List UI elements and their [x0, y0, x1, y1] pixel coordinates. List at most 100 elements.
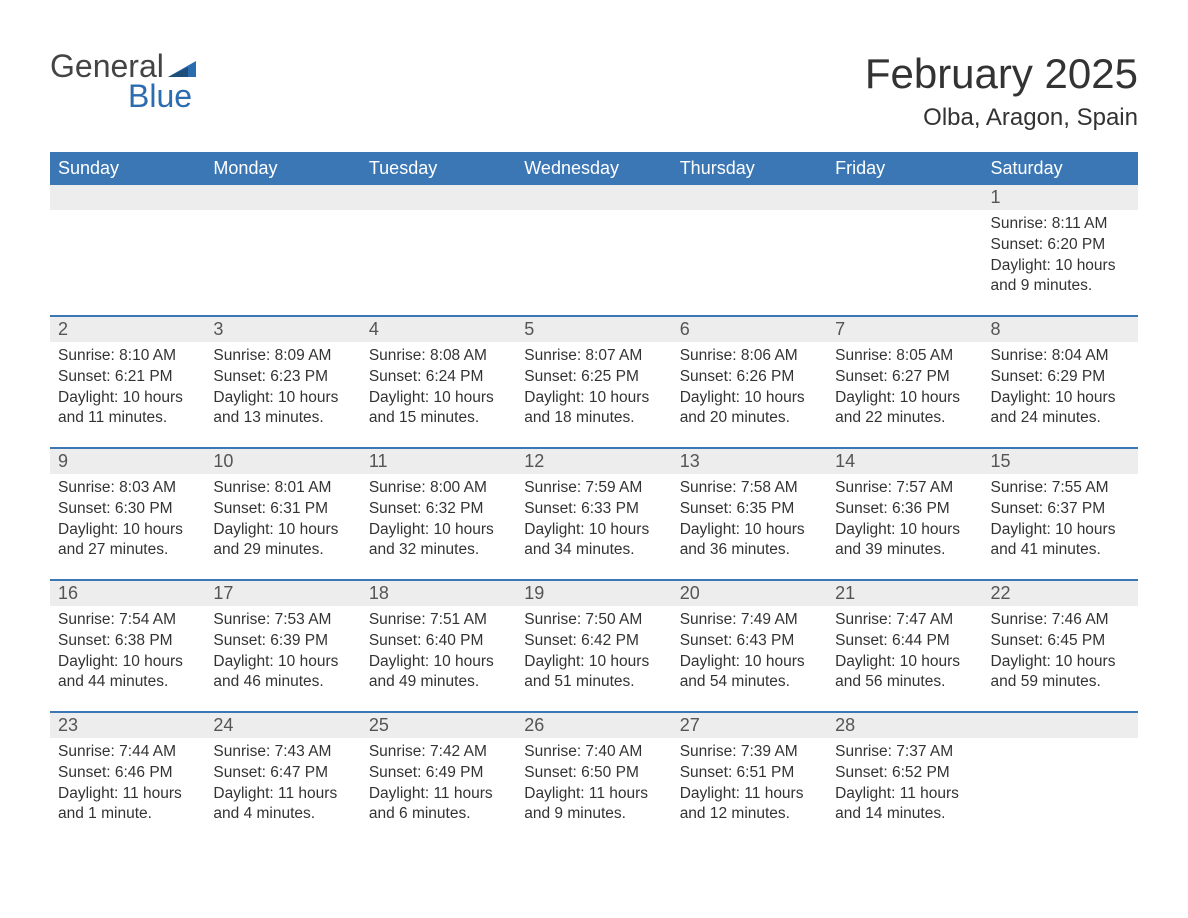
day-number: 23 — [50, 713, 205, 738]
calendar-day-cell: 8Sunrise: 8:04 AMSunset: 6:29 PMDaylight… — [983, 317, 1138, 447]
calendar-day-cell: 12Sunrise: 7:59 AMSunset: 6:33 PMDayligh… — [516, 449, 671, 579]
sunset-line: Sunset: 6:32 PM — [369, 499, 508, 519]
day-number: 19 — [516, 581, 671, 606]
calendar-day-cell: 21Sunrise: 7:47 AMSunset: 6:44 PMDayligh… — [827, 581, 982, 711]
calendar-day-cell: 19Sunrise: 7:50 AMSunset: 6:42 PMDayligh… — [516, 581, 671, 711]
calendar-week: 1Sunrise: 8:11 AMSunset: 6:20 PMDaylight… — [50, 185, 1138, 315]
sunset-line: Sunset: 6:50 PM — [524, 763, 663, 783]
daylight-line: Daylight: 10 hours and 22 minutes. — [835, 388, 974, 428]
day-number: 7 — [827, 317, 982, 342]
sunset-line: Sunset: 6:27 PM — [835, 367, 974, 387]
day-body: Sunrise: 7:49 AMSunset: 6:43 PMDaylight:… — [672, 606, 827, 698]
sunset-line: Sunset: 6:40 PM — [369, 631, 508, 651]
location-text: Olba, Aragon, Spain — [865, 104, 1138, 132]
daylight-line: Daylight: 10 hours and 27 minutes. — [58, 520, 197, 560]
day-body: Sunrise: 8:07 AMSunset: 6:25 PMDaylight:… — [516, 342, 671, 434]
daylight-line: Daylight: 10 hours and 20 minutes. — [680, 388, 819, 428]
sunset-line: Sunset: 6:51 PM — [680, 763, 819, 783]
sunrise-line: Sunrise: 7:39 AM — [680, 742, 819, 762]
calendar-day-cell: 4Sunrise: 8:08 AMSunset: 6:24 PMDaylight… — [361, 317, 516, 447]
day-body: Sunrise: 7:42 AMSunset: 6:49 PMDaylight:… — [361, 738, 516, 830]
sunrise-line: Sunrise: 7:42 AM — [369, 742, 508, 762]
sunrise-line: Sunrise: 7:50 AM — [524, 610, 663, 630]
day-body: Sunrise: 7:37 AMSunset: 6:52 PMDaylight:… — [827, 738, 982, 830]
calendar-day-cell: 24Sunrise: 7:43 AMSunset: 6:47 PMDayligh… — [205, 713, 360, 843]
calendar-day-cell: 23Sunrise: 7:44 AMSunset: 6:46 PMDayligh… — [50, 713, 205, 843]
calendar-day-cell: 26Sunrise: 7:40 AMSunset: 6:50 PMDayligh… — [516, 713, 671, 843]
daylight-line: Daylight: 10 hours and 9 minutes. — [991, 256, 1130, 296]
day-body: Sunrise: 8:05 AMSunset: 6:27 PMDaylight:… — [827, 342, 982, 434]
day-number: 20 — [672, 581, 827, 606]
day-body: Sunrise: 7:59 AMSunset: 6:33 PMDaylight:… — [516, 474, 671, 566]
day-number: 1 — [983, 185, 1138, 210]
day-number: 2 — [50, 317, 205, 342]
daylight-line: Daylight: 10 hours and 11 minutes. — [58, 388, 197, 428]
calendar-day-cell — [50, 185, 205, 315]
calendar-day-cell — [827, 185, 982, 315]
sunset-line: Sunset: 6:43 PM — [680, 631, 819, 651]
weekday-header: Wednesday — [516, 152, 671, 185]
sunrise-line: Sunrise: 7:46 AM — [991, 610, 1130, 630]
calendar-day-cell — [672, 185, 827, 315]
calendar-day-cell — [361, 185, 516, 315]
daylight-line: Daylight: 10 hours and 15 minutes. — [369, 388, 508, 428]
day-number: 12 — [516, 449, 671, 474]
flag-icon — [168, 50, 196, 70]
day-number: 25 — [361, 713, 516, 738]
day-number: 16 — [50, 581, 205, 606]
sunset-line: Sunset: 6:38 PM — [58, 631, 197, 651]
daylight-line: Daylight: 11 hours and 4 minutes. — [213, 784, 352, 824]
sunrise-line: Sunrise: 8:00 AM — [369, 478, 508, 498]
weekday-header-row: SundayMondayTuesdayWednesdayThursdayFrid… — [50, 152, 1138, 185]
sunrise-line: Sunrise: 8:09 AM — [213, 346, 352, 366]
daylight-line: Daylight: 10 hours and 51 minutes. — [524, 652, 663, 692]
sunrise-line: Sunrise: 7:59 AM — [524, 478, 663, 498]
sunset-line: Sunset: 6:20 PM — [991, 235, 1130, 255]
calendar-day-cell: 14Sunrise: 7:57 AMSunset: 6:36 PMDayligh… — [827, 449, 982, 579]
daylight-line: Daylight: 10 hours and 44 minutes. — [58, 652, 197, 692]
day-number: 3 — [205, 317, 360, 342]
sunrise-line: Sunrise: 7:37 AM — [835, 742, 974, 762]
calendar-week: 9Sunrise: 8:03 AMSunset: 6:30 PMDaylight… — [50, 449, 1138, 579]
calendar-day-cell — [516, 185, 671, 315]
day-number: 10 — [205, 449, 360, 474]
day-body: Sunrise: 8:09 AMSunset: 6:23 PMDaylight:… — [205, 342, 360, 434]
sunset-line: Sunset: 6:33 PM — [524, 499, 663, 519]
day-number-empty — [827, 185, 982, 210]
calendar-table: SundayMondayTuesdayWednesdayThursdayFrid… — [50, 152, 1138, 843]
day-body: Sunrise: 7:50 AMSunset: 6:42 PMDaylight:… — [516, 606, 671, 698]
daylight-line: Daylight: 10 hours and 18 minutes. — [524, 388, 663, 428]
daylight-line: Daylight: 10 hours and 56 minutes. — [835, 652, 974, 692]
sunset-line: Sunset: 6:21 PM — [58, 367, 197, 387]
day-number: 15 — [983, 449, 1138, 474]
sunrise-line: Sunrise: 8:01 AM — [213, 478, 352, 498]
sunset-line: Sunset: 6:45 PM — [991, 631, 1130, 651]
day-body: Sunrise: 7:44 AMSunset: 6:46 PMDaylight:… — [50, 738, 205, 830]
calendar-day-cell: 13Sunrise: 7:58 AMSunset: 6:35 PMDayligh… — [672, 449, 827, 579]
daylight-line: Daylight: 10 hours and 39 minutes. — [835, 520, 974, 560]
sunset-line: Sunset: 6:44 PM — [835, 631, 974, 651]
day-number: 8 — [983, 317, 1138, 342]
day-body: Sunrise: 7:47 AMSunset: 6:44 PMDaylight:… — [827, 606, 982, 698]
sunrise-line: Sunrise: 8:05 AM — [835, 346, 974, 366]
daylight-line: Daylight: 11 hours and 12 minutes. — [680, 784, 819, 824]
weekday-header: Saturday — [983, 152, 1138, 185]
daylight-line: Daylight: 10 hours and 41 minutes. — [991, 520, 1130, 560]
day-body: Sunrise: 8:04 AMSunset: 6:29 PMDaylight:… — [983, 342, 1138, 434]
day-number: 28 — [827, 713, 982, 738]
calendar-week: 16Sunrise: 7:54 AMSunset: 6:38 PMDayligh… — [50, 581, 1138, 711]
sunrise-line: Sunrise: 8:08 AM — [369, 346, 508, 366]
calendar-head: SundayMondayTuesdayWednesdayThursdayFrid… — [50, 152, 1138, 185]
calendar-day-cell: 2Sunrise: 8:10 AMSunset: 6:21 PMDaylight… — [50, 317, 205, 447]
sunrise-line: Sunrise: 7:57 AM — [835, 478, 974, 498]
calendar-day-cell: 18Sunrise: 7:51 AMSunset: 6:40 PMDayligh… — [361, 581, 516, 711]
day-number: 11 — [361, 449, 516, 474]
daylight-line: Daylight: 10 hours and 59 minutes. — [991, 652, 1130, 692]
daylight-line: Daylight: 11 hours and 14 minutes. — [835, 784, 974, 824]
sunset-line: Sunset: 6:39 PM — [213, 631, 352, 651]
brand-logo: General Blue — [50, 50, 196, 112]
sunset-line: Sunset: 6:36 PM — [835, 499, 974, 519]
sunrise-line: Sunrise: 7:55 AM — [991, 478, 1130, 498]
calendar-day-cell: 7Sunrise: 8:05 AMSunset: 6:27 PMDaylight… — [827, 317, 982, 447]
calendar-body: 1Sunrise: 8:11 AMSunset: 6:20 PMDaylight… — [50, 185, 1138, 843]
